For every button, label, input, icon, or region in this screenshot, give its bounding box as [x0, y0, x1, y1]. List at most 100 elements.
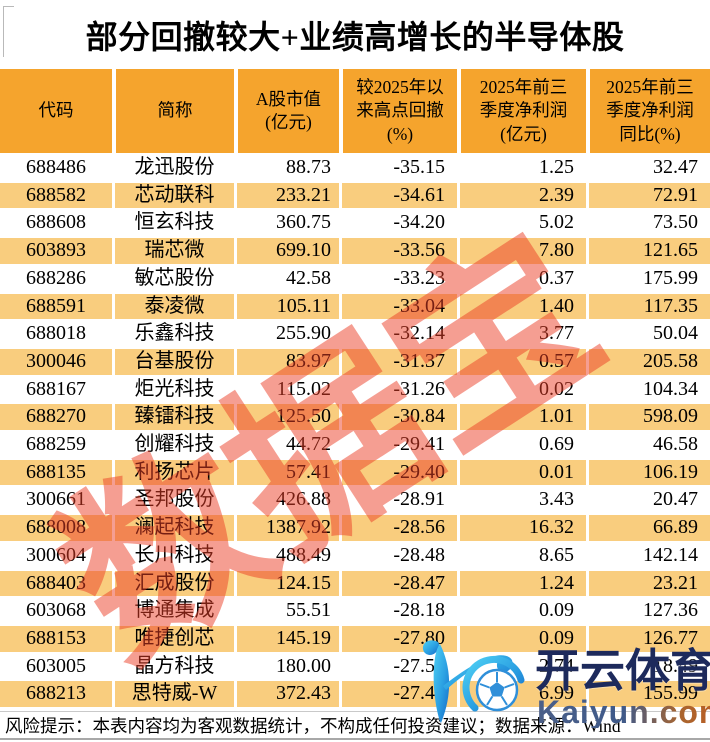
table-row: 688608 恒玄科技 360.75 -34.20 5.02 73.50 [0, 210, 710, 239]
profit-cell: 0.09 [457, 625, 586, 654]
code-cell: 688591 [0, 293, 112, 322]
profit-cell: 1.01 [457, 404, 586, 433]
profit-cell: 1.25 [457, 155, 586, 183]
code-cell: 603893 [0, 238, 112, 266]
yoy-cell: 72.91 [586, 182, 710, 211]
table-header: 代码 简称 A股市值 (亿元) 较2025年以 来高点回撤 (%) 2025年前… [0, 69, 710, 155]
mktcap-cell: 83.97 [234, 348, 339, 377]
profit-cell: 2.39 [457, 182, 586, 211]
drawdown-cell: -28.47 [339, 570, 457, 599]
profit-cell: 6.99 [457, 681, 586, 710]
yoy-cell: 117.35 [586, 293, 710, 322]
mktcap-cell: 125.50 [234, 404, 339, 433]
profit-cell: 7.80 [457, 238, 586, 266]
col-header-profit: 2025年前三 季度净利润 (亿元) [457, 69, 586, 155]
name-cell: 唯捷创芯 [112, 625, 234, 654]
yoy-cell: 104.34 [586, 376, 710, 405]
code-cell: 688286 [0, 266, 112, 294]
name-cell: 敏芯股份 [112, 265, 234, 294]
yoy-cell: 598.09 [586, 404, 710, 433]
drawdown-cell: -34.61 [339, 182, 457, 211]
name-cell: 芯动联科 [112, 182, 234, 211]
yoy-cell: 23.21 [586, 570, 710, 599]
yoy-cell: 50.04 [586, 321, 710, 349]
mktcap-cell: 180.00 [234, 653, 339, 682]
code-cell: 688582 [0, 182, 112, 211]
drawdown-cell: -28.18 [339, 598, 457, 626]
table-row: 300661 圣邦股份 426.88 -28.91 3.43 20.47 [0, 487, 710, 516]
name-cell: 汇成股份 [112, 570, 234, 599]
profit-cell: 16.32 [457, 515, 586, 543]
profit-cell: 8.65 [457, 542, 586, 571]
yoy-cell: 127.36 [586, 598, 710, 626]
profit-cell: 3.77 [457, 321, 586, 349]
name-cell: 炬光科技 [112, 376, 234, 405]
drawdown-cell: -33.56 [339, 238, 457, 266]
col-header-drawdown: 较2025年以 来高点回撤 (%) [339, 69, 457, 155]
table-row: 688286 敏芯股份 42.58 -33.23 0.37 175.99 [0, 265, 710, 294]
name-cell: 台基股份 [112, 348, 234, 377]
col-header-code: 代码 [0, 69, 112, 155]
yoy-cell: 121.65 [586, 238, 710, 266]
mktcap-cell: 57.41 [234, 459, 339, 488]
code-cell: 300604 [0, 543, 112, 571]
risk-disclaimer: 风险提示：本表内容均为客观数据统计，不构成任何投资建议；数据来源：Wind [0, 711, 710, 740]
name-cell: 创耀科技 [112, 432, 234, 460]
table-row: 688403 汇成股份 124.15 -28.47 1.24 23.21 [0, 570, 710, 599]
mktcap-cell: 55.51 [234, 598, 339, 626]
drawdown-cell: -28.91 [339, 487, 457, 516]
code-cell: 688008 [0, 515, 112, 543]
col-header-mktcap: A股市值 (亿元) [234, 69, 339, 155]
table-row: 688135 利扬芯片 57.41 -29.40 0.01 106.19 [0, 459, 710, 488]
table-row: 603005 晶方科技 180.00 -27.54 2.74 18.49 [0, 653, 710, 682]
drawdown-cell: -33.23 [339, 265, 457, 294]
table-row: 688270 臻镭科技 125.50 -30.84 1.01 598.09 [0, 404, 710, 433]
code-cell: 688486 [0, 155, 112, 183]
table-row: 688153 唯捷创芯 145.19 -27.80 0.09 126.77 [0, 625, 710, 654]
table-row: 688213 思特威-W 372.43 -27.44 6.99 155.99 [0, 681, 710, 710]
code-cell: 300661 [0, 487, 112, 516]
drawdown-cell: -27.54 [339, 653, 457, 682]
profit-cell: 0.09 [457, 598, 586, 626]
profit-cell: 0.02 [457, 376, 586, 405]
drawdown-cell: -29.40 [339, 459, 457, 488]
drawdown-cell: -30.84 [339, 404, 457, 433]
drawdown-cell: -31.37 [339, 348, 457, 377]
mktcap-cell: 488.49 [234, 542, 339, 571]
profit-cell: 0.57 [457, 348, 586, 377]
code-cell: 603068 [0, 598, 112, 626]
code-cell: 688135 [0, 459, 112, 488]
mktcap-cell: 1387.92 [234, 515, 339, 543]
profit-cell: 2.74 [457, 653, 586, 682]
table-row: 688582 芯动联科 233.21 -34.61 2.39 72.91 [0, 182, 710, 211]
code-cell: 688213 [0, 681, 112, 710]
mktcap-cell: 124.15 [234, 570, 339, 599]
profit-cell: 1.40 [457, 293, 586, 322]
drawdown-cell: -32.14 [339, 321, 457, 349]
mktcap-cell: 699.10 [234, 238, 339, 266]
profit-cell: 0.01 [457, 459, 586, 488]
yoy-cell: 18.49 [586, 653, 710, 682]
stocks-table: 代码 简称 A股市值 (亿元) 较2025年以 来高点回撤 (%) 2025年前… [0, 69, 710, 710]
yoy-cell: 32.47 [586, 155, 710, 183]
drawdown-cell: -27.44 [339, 681, 457, 710]
name-cell: 圣邦股份 [112, 487, 234, 516]
profit-cell: 5.02 [457, 210, 586, 239]
yoy-cell: 73.50 [586, 210, 710, 239]
table-row: 688591 泰凌微 105.11 -33.04 1.40 117.35 [0, 293, 710, 322]
table-row: 300046 台基股份 83.97 -31.37 0.57 205.58 [0, 348, 710, 377]
profit-cell: 1.24 [457, 570, 586, 599]
code-cell: 688153 [0, 625, 112, 654]
code-cell: 688608 [0, 210, 112, 239]
table-row: 688008 澜起科技 1387.92 -28.56 16.32 66.89 [0, 515, 710, 543]
drawdown-cell: -27.80 [339, 625, 457, 654]
name-cell: 臻镭科技 [112, 404, 234, 433]
name-cell: 思特威-W [112, 681, 234, 710]
yoy-cell: 106.19 [586, 459, 710, 488]
yoy-cell: 20.47 [586, 487, 710, 516]
name-cell: 瑞芯微 [112, 238, 234, 266]
name-cell: 澜起科技 [112, 515, 234, 543]
table-row: 603068 博通集成 55.51 -28.18 0.09 127.36 [0, 598, 710, 626]
drawdown-cell: -31.26 [339, 376, 457, 405]
